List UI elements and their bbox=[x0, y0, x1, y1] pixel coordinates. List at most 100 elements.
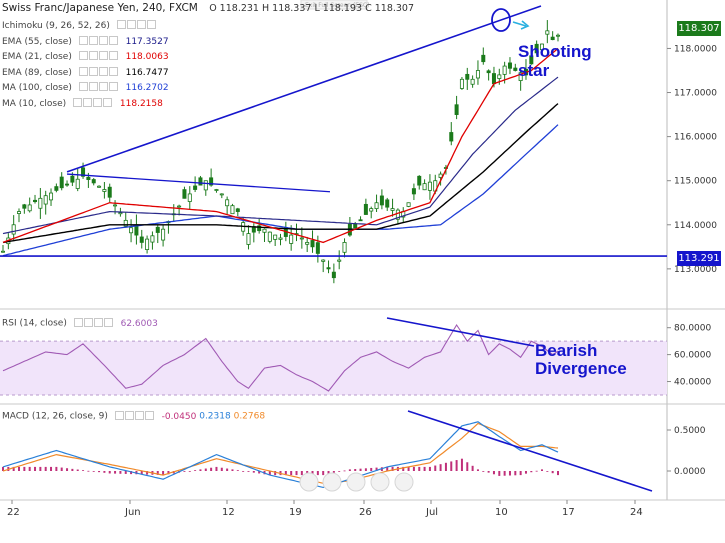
macd-bar bbox=[66, 468, 69, 471]
candle-body bbox=[219, 193, 224, 196]
macd-bar bbox=[210, 467, 213, 471]
candle-body bbox=[449, 132, 454, 142]
candle-body bbox=[289, 234, 294, 244]
macd-bar bbox=[428, 466, 431, 471]
candle-body bbox=[454, 104, 459, 115]
macd-bar bbox=[204, 468, 207, 471]
candle-body bbox=[502, 65, 507, 75]
macd-bar bbox=[242, 471, 245, 472]
overlay-legend: Ichimoku (9, 26, 52, 26) EMA (55, close)… bbox=[2, 18, 169, 111]
legend-ema89[interactable]: EMA (89, close) 116.7477 bbox=[2, 65, 169, 81]
macd-bar bbox=[92, 471, 95, 472]
legend-controls[interactable] bbox=[78, 49, 119, 64]
candle-body bbox=[43, 195, 48, 205]
ema55-line bbox=[2, 76, 559, 235]
macd-bar bbox=[327, 471, 330, 474]
candle-body bbox=[161, 228, 166, 241]
candle-body bbox=[363, 203, 368, 215]
rsi-legend[interactable]: RSI (14, close) 62.6003 bbox=[2, 318, 158, 329]
macd-divergence-line bbox=[407, 410, 653, 492]
rsi-tick-label: 80.0000 bbox=[674, 324, 711, 334]
candle-body bbox=[369, 208, 374, 212]
candle-body bbox=[102, 189, 107, 192]
macd-bar bbox=[300, 471, 303, 476]
candle-body bbox=[465, 73, 470, 80]
macd-bar bbox=[482, 471, 485, 472]
candle-body bbox=[257, 225, 262, 232]
legend-controls[interactable] bbox=[78, 80, 119, 95]
candle-body bbox=[486, 70, 491, 74]
candle-body bbox=[331, 271, 336, 279]
macd-bar bbox=[332, 471, 335, 473]
price-tick-label: 116.0000 bbox=[674, 133, 717, 143]
macd-bar bbox=[444, 462, 447, 471]
candle-body bbox=[17, 211, 22, 214]
macd-bar bbox=[338, 471, 341, 472]
candle-body bbox=[246, 233, 251, 245]
macd-bar bbox=[359, 468, 362, 471]
symbol-title: Swiss Franc/Japanese Yen, 240, FXCM bbox=[2, 2, 198, 14]
candle-body bbox=[507, 62, 512, 69]
candle-body bbox=[481, 54, 486, 63]
candle-body bbox=[518, 72, 523, 81]
macd-bar bbox=[524, 471, 527, 474]
legend-ema55[interactable]: EMA (55, close) 117.3527 bbox=[2, 34, 169, 50]
macd-bar bbox=[284, 471, 287, 476]
rsi-tick-label: 40.0000 bbox=[674, 378, 711, 388]
candle-body bbox=[38, 197, 43, 209]
candle-body bbox=[225, 199, 230, 207]
candle-body bbox=[459, 78, 464, 89]
macd-bar bbox=[156, 471, 159, 475]
candle-body bbox=[203, 180, 208, 191]
legend-controls[interactable] bbox=[73, 96, 113, 111]
candle-body bbox=[11, 224, 16, 235]
candle-body bbox=[59, 176, 64, 189]
macd-bar bbox=[226, 468, 229, 471]
candle-body bbox=[539, 43, 544, 51]
macd-bar bbox=[316, 471, 319, 476]
candle-body bbox=[54, 186, 59, 191]
candle-body bbox=[262, 228, 267, 233]
legend-controls[interactable] bbox=[116, 18, 157, 33]
legend-ma10[interactable]: MA (10, close) 118.2158 bbox=[2, 96, 169, 112]
candle-body bbox=[326, 267, 331, 270]
candle-body bbox=[411, 188, 416, 195]
time-tick-label: 22 bbox=[7, 507, 20, 518]
candle-body bbox=[305, 242, 310, 245]
macd-bar bbox=[439, 464, 442, 471]
candle-body bbox=[342, 242, 347, 253]
candle-body bbox=[529, 55, 534, 65]
legend-ema21[interactable]: EMA (21, close) 118.0063 bbox=[2, 49, 169, 65]
macd-bar bbox=[492, 471, 495, 475]
candle-body bbox=[422, 183, 427, 191]
macd-legend[interactable]: MACD (12, 26, close, 9) -0.0450 0.2318 0… bbox=[2, 411, 266, 422]
macd-bar bbox=[407, 466, 410, 471]
candle-body bbox=[545, 30, 550, 35]
macd-bar bbox=[412, 466, 415, 471]
legend-controls[interactable] bbox=[78, 34, 119, 49]
candle-body bbox=[209, 177, 214, 186]
candle-body bbox=[470, 78, 475, 85]
legend-ichimoku[interactable]: Ichimoku (9, 26, 52, 26) bbox=[2, 18, 169, 34]
macd-bar bbox=[322, 471, 325, 476]
macd-bar bbox=[295, 471, 298, 476]
ma100-line bbox=[2, 124, 559, 257]
candle-body bbox=[427, 181, 432, 191]
macd-bar bbox=[551, 471, 554, 474]
candle-body bbox=[267, 231, 272, 242]
macd-bar bbox=[508, 471, 511, 476]
legend-controls[interactable] bbox=[78, 65, 119, 80]
macd-bar bbox=[162, 471, 165, 476]
macd-bar bbox=[60, 467, 63, 471]
legend-ma100[interactable]: MA (100, close) 116.2702 bbox=[2, 80, 169, 96]
candle-body bbox=[475, 70, 480, 79]
macd-bar bbox=[487, 471, 490, 473]
candle-body bbox=[497, 74, 502, 79]
price-tick-label: 114.0000 bbox=[674, 221, 717, 231]
candle-body bbox=[315, 242, 320, 254]
macd-bar bbox=[343, 470, 346, 472]
time-tick-label: 10 bbox=[495, 507, 508, 518]
candle-body bbox=[235, 208, 240, 212]
macd-bar bbox=[418, 466, 421, 471]
exit-fullscreen-label: Exit Full Screen (ESC) bbox=[305, 2, 369, 9]
